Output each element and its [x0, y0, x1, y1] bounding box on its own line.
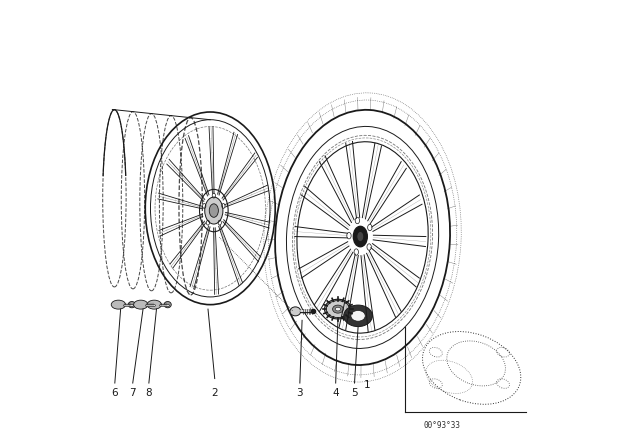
Ellipse shape — [150, 302, 158, 308]
Ellipse shape — [326, 301, 349, 318]
Text: 1: 1 — [364, 379, 371, 389]
Ellipse shape — [164, 302, 172, 308]
Ellipse shape — [147, 300, 161, 309]
Ellipse shape — [353, 226, 367, 247]
Ellipse shape — [290, 307, 301, 316]
Text: 7: 7 — [129, 388, 136, 398]
Ellipse shape — [111, 300, 125, 309]
Ellipse shape — [209, 204, 218, 217]
Ellipse shape — [357, 232, 364, 241]
Ellipse shape — [324, 299, 351, 319]
Ellipse shape — [335, 307, 340, 311]
Text: 8: 8 — [145, 388, 152, 398]
Ellipse shape — [351, 310, 365, 321]
Ellipse shape — [134, 300, 148, 309]
Ellipse shape — [205, 197, 223, 224]
Ellipse shape — [344, 305, 372, 327]
Text: 00°93°33: 00°93°33 — [423, 421, 460, 430]
Text: 3: 3 — [296, 388, 303, 398]
Ellipse shape — [128, 302, 136, 308]
Ellipse shape — [333, 305, 343, 313]
Text: 2: 2 — [211, 388, 218, 398]
Text: 5: 5 — [351, 388, 358, 398]
Text: 4: 4 — [332, 388, 339, 398]
Text: 6: 6 — [111, 388, 118, 398]
